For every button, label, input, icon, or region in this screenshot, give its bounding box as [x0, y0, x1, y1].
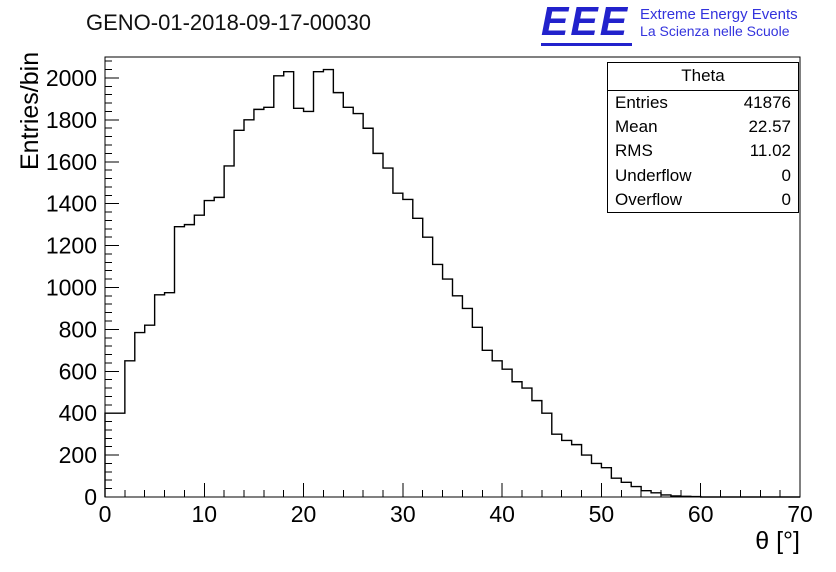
stats-value: 22.57 [748, 117, 791, 137]
plot-title: GENO-01-2018-09-17-00030 [86, 10, 371, 35]
stats-box-title: Theta [608, 63, 798, 92]
y-axis-title: Entries/bin [16, 51, 44, 170]
stats-box: Theta Entries 41876 Mean 22.57 RMS 11.02… [607, 62, 799, 213]
stats-row-rms: RMS 11.02 [608, 139, 798, 163]
eee-logo-acronym: EEE [541, 1, 633, 46]
y-tick-label: 400 [59, 400, 97, 426]
stats-label: Underflow [615, 165, 692, 185]
x-tick-label: 30 [390, 501, 416, 527]
x-axis-title: θ [°] [755, 527, 800, 555]
stats-value: 11.02 [749, 141, 791, 161]
y-tick-label: 0 [84, 484, 97, 510]
y-tick-label: 1800 [46, 107, 97, 133]
eee-logo-tagline: Extreme Energy Events La Scienza nelle S… [640, 3, 798, 40]
eee-logo: EEE Extreme Energy Events La Scienza nel… [541, 1, 798, 46]
logo-tagline-line1: Extreme Energy Events [640, 6, 798, 23]
y-tick-label: 200 [59, 442, 97, 468]
y-tick-label: 1200 [46, 233, 97, 259]
stats-value: 41876 [743, 93, 791, 113]
stats-row-entries: Entries 41876 [608, 91, 798, 115]
stats-value: 0 [781, 189, 791, 209]
x-tick-label: 20 [291, 501, 317, 527]
stats-label: Overflow [615, 189, 683, 209]
logo-tagline-line2: La Scienza nelle Scuole [640, 23, 790, 40]
x-tick-label: 70 [787, 501, 813, 527]
x-tick-label: 0 [99, 501, 112, 527]
plot-frame [104, 56, 801, 498]
stats-label: RMS [615, 141, 653, 161]
stats-row-overflow: Overflow 0 [608, 188, 798, 212]
y-tick-label: 1600 [46, 149, 97, 175]
y-tick-label: 1400 [46, 191, 97, 217]
y-tick-label: 2000 [46, 65, 97, 91]
x-tick-label: 40 [489, 501, 515, 527]
stats-row-underflow: Underflow 0 [608, 164, 798, 188]
y-tick-label: 800 [59, 316, 97, 342]
stats-label: Mean [615, 117, 658, 137]
y-tick-label: 600 [59, 358, 97, 384]
x-tick-label: 50 [589, 501, 615, 527]
y-tick-label: 1000 [46, 274, 97, 300]
x-tick-label: 60 [688, 501, 714, 527]
stats-value: 0 [781, 165, 791, 185]
stats-label: Entries [615, 93, 668, 113]
x-tick-label: 10 [191, 501, 217, 527]
histogram-step-line [104, 68, 800, 498]
stats-row-mean: Mean 22.57 [608, 115, 798, 139]
